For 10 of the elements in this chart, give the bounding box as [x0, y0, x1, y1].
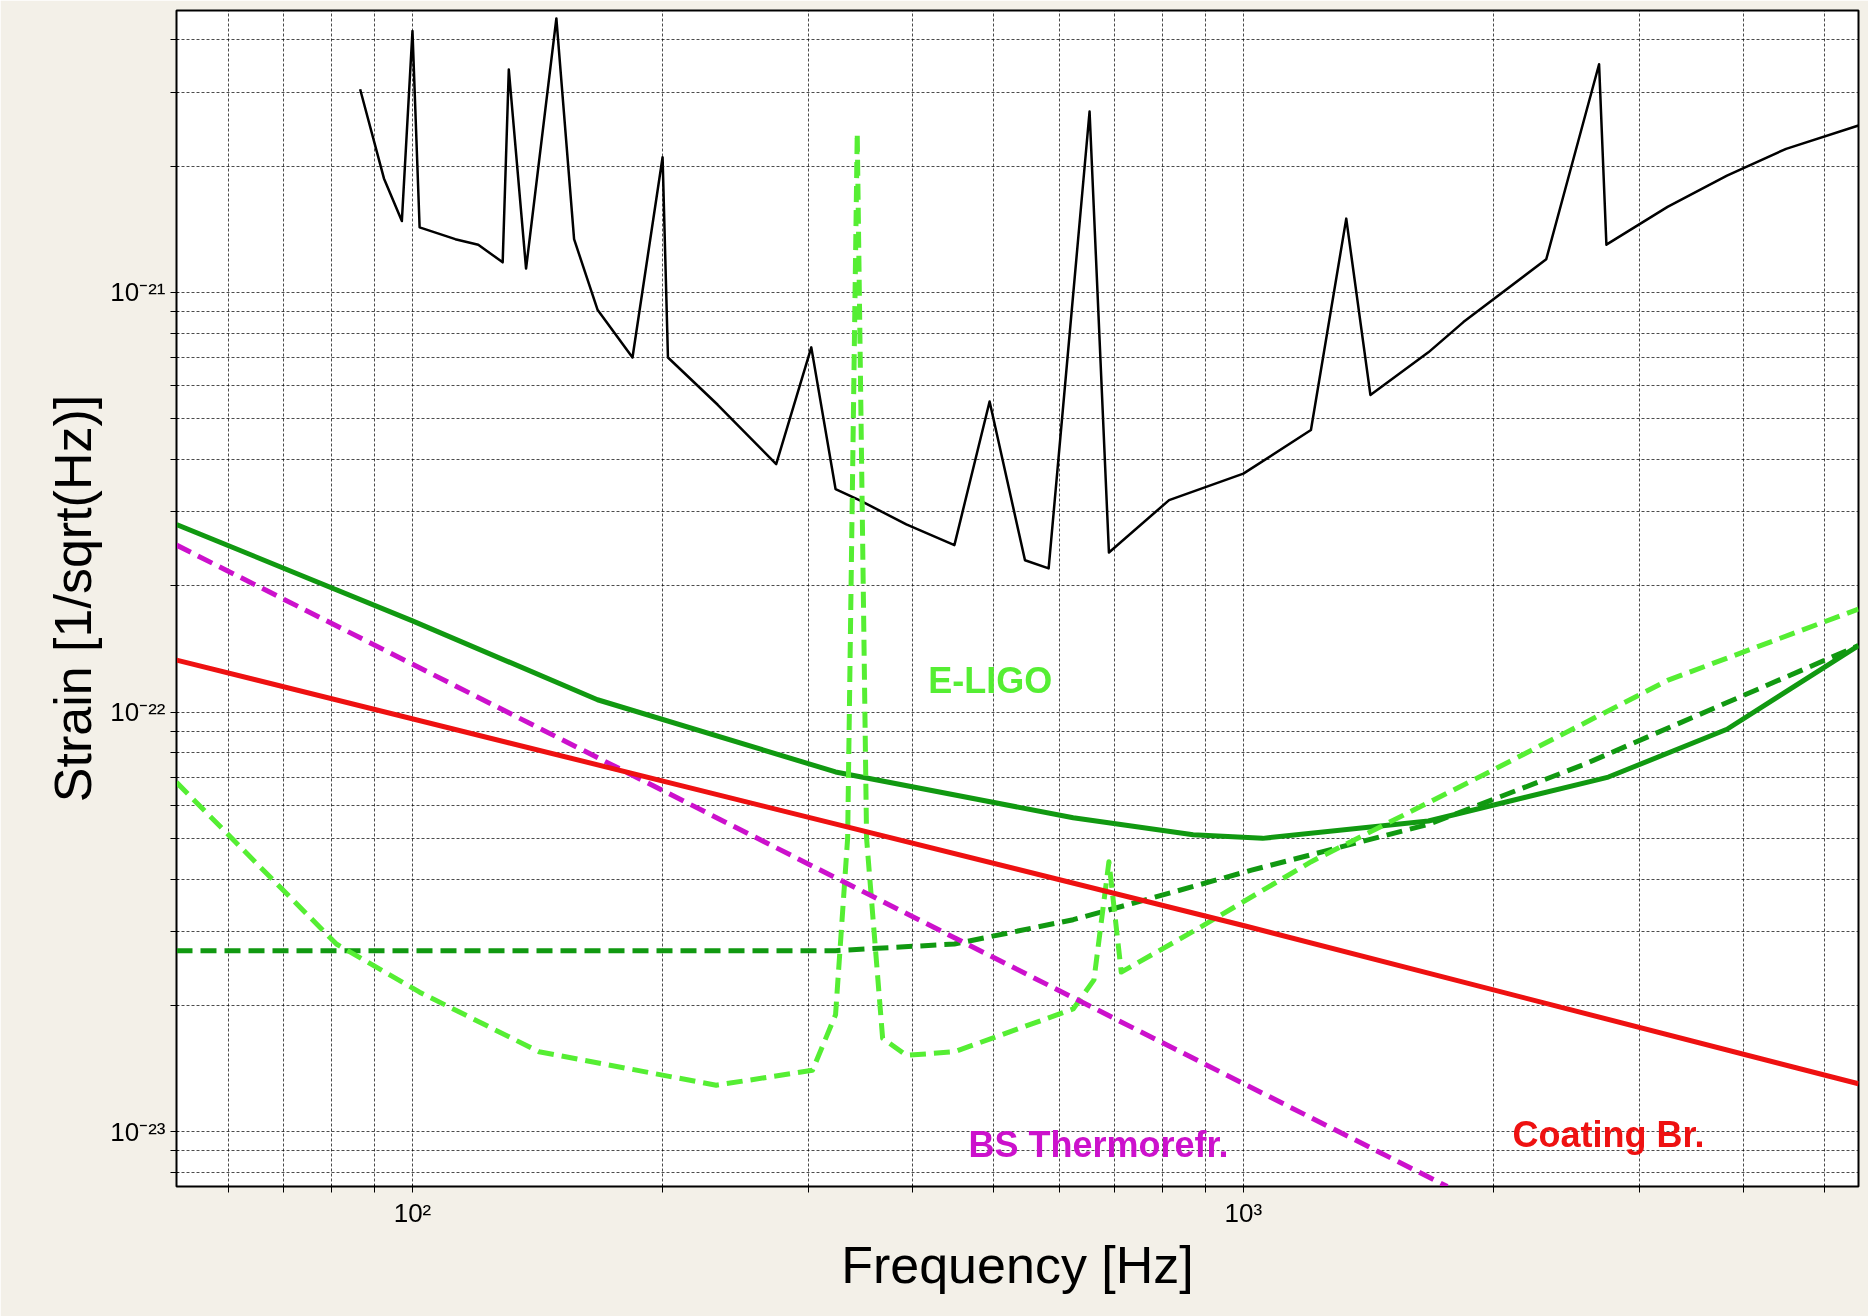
- x-tick-label: 10²: [393, 1197, 432, 1228]
- x-axis-title: Frequency [Hz]: [841, 1235, 1194, 1294]
- y-tick-label: 10⁻²³: [110, 1116, 166, 1147]
- series-label: BS Thermorefr.: [968, 1123, 1229, 1165]
- series-label: E-LIGO: [928, 660, 1053, 702]
- y-tick-label: 10⁻²¹: [110, 277, 166, 308]
- x-tick-label: 10³: [1224, 1197, 1263, 1228]
- y-axis-title: Strain [1/sqrt(Hz)]: [44, 394, 103, 803]
- y-tick-label: 10⁻²²: [110, 697, 166, 728]
- series-label: Coating Br.: [1512, 1113, 1705, 1155]
